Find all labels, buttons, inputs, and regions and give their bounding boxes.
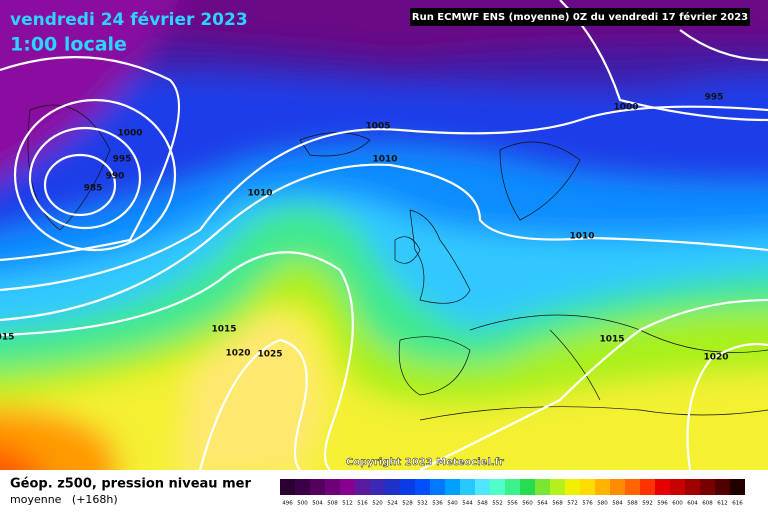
legend-label: 500 <box>297 501 308 507</box>
map-time: 1:00 locale <box>10 34 127 56</box>
legend-label: 524 <box>387 501 398 507</box>
legend-swatch <box>700 479 715 495</box>
legend-label: 568 <box>552 501 563 507</box>
legend-swatch <box>430 479 445 495</box>
legend-label: 608 <box>702 501 713 507</box>
isobar-label: 015 <box>0 333 14 343</box>
map-date: vendredi 24 février 2023 <box>10 10 248 30</box>
legend-swatch <box>295 479 310 495</box>
legend-swatch <box>460 479 475 495</box>
footer-title: Géop. z500, pression niveau mer <box>10 477 251 492</box>
legend-swatch <box>475 479 490 495</box>
legend-label: 548 <box>477 501 488 507</box>
color-legend: 496 500 504 508 512 516 520 524 528 532 536 540 544 5… <box>280 479 745 507</box>
legend-label: 512 <box>342 501 353 507</box>
run-box <box>410 8 750 26</box>
legend-label: 564 <box>537 501 548 507</box>
isobar-label: 1010 <box>372 155 397 165</box>
copyright: Copyright 2023 Meteociel.fr <box>346 457 504 468</box>
legend-swatch <box>640 479 655 495</box>
legend-swatch <box>625 479 640 495</box>
isobar-label: 985 <box>84 184 103 194</box>
isobar-label: 1010 <box>569 232 594 242</box>
legend-swatch <box>580 479 595 495</box>
legend-swatch <box>400 479 415 495</box>
isobar-label: 995 <box>705 93 724 103</box>
legend-swatch <box>325 479 340 495</box>
legend-label: 600 <box>672 501 683 507</box>
legend-swatch <box>535 479 550 495</box>
legend-swatch <box>550 479 565 495</box>
legend-label: 540 <box>447 501 458 507</box>
legend-label: 560 <box>522 501 533 507</box>
legend-swatch <box>310 479 325 495</box>
legend-swatch <box>505 479 520 495</box>
legend-swatch <box>670 479 685 495</box>
isobar-label: 1020 <box>225 349 250 359</box>
isobar-label: 1025 <box>257 350 282 360</box>
legend-label: 532 <box>417 501 428 507</box>
legend-swatch <box>730 479 745 495</box>
legend-swatch <box>445 479 460 495</box>
legend-swatch <box>655 479 670 495</box>
legend-swatch <box>280 479 295 495</box>
legend-swatch <box>715 479 730 495</box>
legend-label: 496 <box>282 501 293 507</box>
legend-label: 580 <box>597 501 608 507</box>
legend-label: 516 <box>357 501 368 507</box>
legend-label: 576 <box>582 501 593 507</box>
isobar-label: 1020 <box>703 353 728 363</box>
legend-label: 528 <box>402 501 413 507</box>
legend-label: 552 <box>492 501 503 507</box>
legend-swatch <box>385 479 400 495</box>
legend-label: 596 <box>657 501 668 507</box>
legend-swatch <box>685 479 700 495</box>
legend-label: 508 <box>327 501 338 507</box>
legend-label: 556 <box>507 501 518 507</box>
legend-swatch <box>490 479 505 495</box>
legend-label: 544 <box>462 501 473 507</box>
isobar-label: 995 <box>113 155 132 165</box>
isobars <box>0 0 768 470</box>
isobar-label: 1005 <box>365 122 390 132</box>
isobar-label: 1000 <box>613 103 638 113</box>
legend-label: 536 <box>432 501 443 507</box>
legend-swatch <box>370 479 385 495</box>
legend-swatch <box>610 479 625 495</box>
legend-label: 616 <box>732 501 743 507</box>
legend-label: 604 <box>687 501 698 507</box>
legend-label: 520 <box>372 501 383 507</box>
isobar-label: 1010 <box>247 189 272 199</box>
isobar-label: 1000 <box>117 129 142 139</box>
legend-label: 572 <box>567 501 578 507</box>
legend-swatch <box>520 479 535 495</box>
legend-label: 504 <box>312 501 323 507</box>
isobar-label: 1015 <box>211 325 236 335</box>
legend-label: 584 <box>612 501 623 507</box>
legend-label: 588 <box>627 501 638 507</box>
legend-label: 592 <box>642 501 653 507</box>
legend-swatch <box>415 479 430 495</box>
legend-swatch <box>595 479 610 495</box>
legend-swatch <box>565 479 580 495</box>
legend-label: 612 <box>717 501 728 507</box>
run-info: Run ECMWF ENS (moyenne) 0Z du vendredi 1… <box>412 11 748 23</box>
isobar-label: 990 <box>106 172 125 182</box>
footer-subtitle: moyenne (+168h) <box>10 493 118 506</box>
legend-swatch <box>340 479 355 495</box>
isobar-label: 1015 <box>599 335 624 345</box>
legend-swatch <box>355 479 370 495</box>
